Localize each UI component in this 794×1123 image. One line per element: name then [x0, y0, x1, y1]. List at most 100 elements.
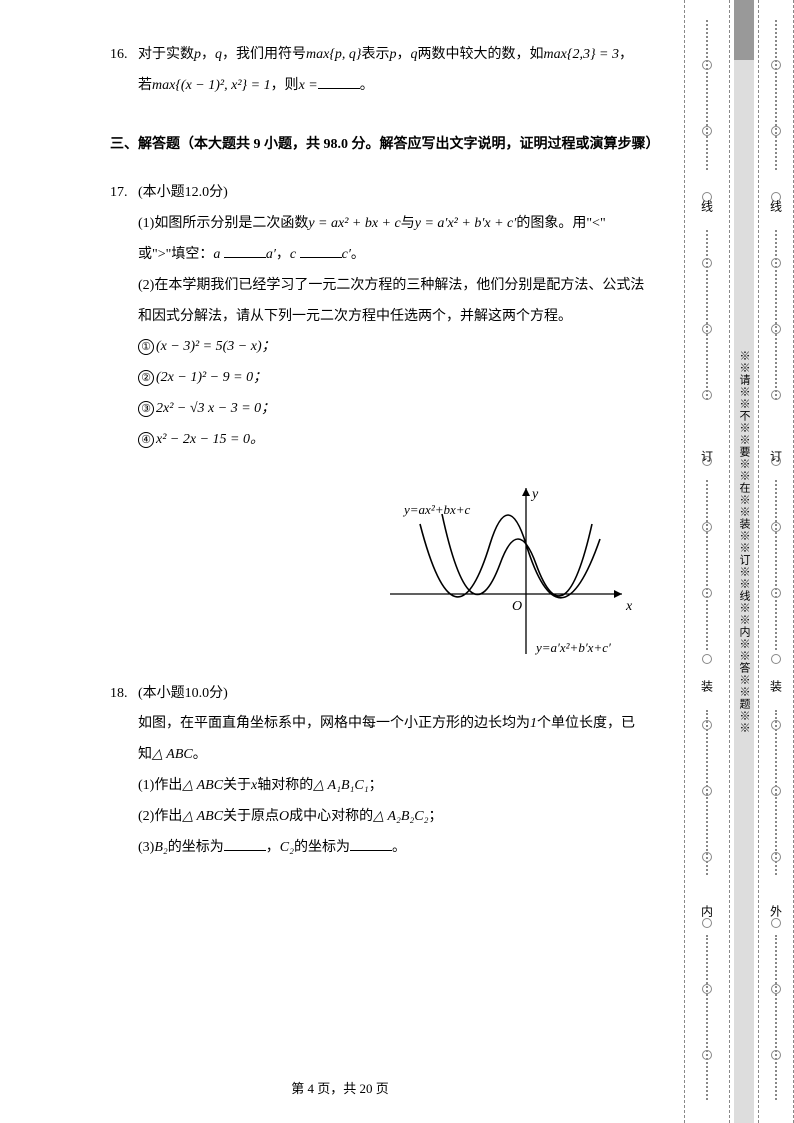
text: ， [201, 47, 215, 62]
math-q: q [411, 47, 418, 62]
page-content: 16. 对于实数p，q，我们用符号max{p, q}表示p，q两数中较大的数，如… [0, 0, 680, 1123]
blank-answer [300, 244, 342, 258]
text: 。 [351, 247, 365, 262]
math-a2b2c2: △ A₂B₂C₂ [373, 809, 428, 824]
text: ， [266, 840, 280, 855]
page-number: 第 4 页，共 20 页 [0, 1078, 680, 1097]
math-abc: △ ABC [182, 778, 223, 793]
binding-message: ※※请※※不※※要※※在※※装※※订※※线※※内※※答※※题※※ [736, 350, 752, 734]
q16-body: 对于实数p，q，我们用符号max{p, q}表示p，q两数中较大的数，如max{… [138, 40, 648, 102]
text: (1)如图所示分别是二次函数 [138, 216, 308, 231]
math-eq4: x² − 2x − 15 = 0。 [156, 432, 264, 447]
math-p: p [390, 47, 397, 62]
arrow-y-icon [522, 488, 530, 496]
text: ， [619, 47, 633, 62]
math-q: q [215, 47, 222, 62]
text: 轴对称的 [257, 778, 313, 793]
text: 。 [392, 840, 406, 855]
blank-answer [350, 837, 392, 851]
text: (3) [138, 840, 154, 855]
text: 与 [401, 216, 415, 231]
math-1: 1 [530, 716, 537, 731]
curve-2 [442, 514, 592, 596]
math-cp: c′ [342, 247, 351, 262]
label-f1: y=ax²+bx+c [402, 502, 471, 517]
q17-subtitle: (本小题12.0分) [138, 185, 228, 200]
math-O: O [279, 809, 289, 824]
text: 知 [138, 747, 152, 762]
text: ，我们用符号 [222, 47, 306, 62]
q17-body: (本小题12.0分) (1)如图所示分别是二次函数y = ax² + bx + … [138, 178, 648, 455]
graph-svg: y x O y=ax²+bx+c y=a′x²+b′x+c′ [360, 484, 640, 664]
text: 对于实数 [138, 47, 194, 62]
text: 关于 [223, 778, 251, 793]
math-c: c [290, 247, 296, 262]
label-origin: O [512, 599, 522, 614]
text: (1)作出 [138, 778, 182, 793]
question-17: 17. (本小题12.0分) (1)如图所示分别是二次函数y = ax² + b… [110, 178, 660, 455]
math-max23: max{2,3} = 3 [544, 47, 619, 62]
text: (2)作出 [138, 809, 182, 824]
math-c2: C₂ [280, 840, 294, 855]
math-y2: y = a′x² + b′x + c′ [415, 216, 517, 231]
text: 。 [193, 747, 207, 762]
binding-strip-gray: ※※请※※不※※要※※在※※装※※订※※线※※内※※答※※题※※ [734, 0, 754, 1123]
math-p: p [194, 47, 201, 62]
q18-subtitle: (本小题10.0分) [138, 686, 228, 701]
text: ； [428, 809, 442, 824]
text: 。 [360, 78, 374, 93]
q17-number: 17. [110, 178, 138, 209]
text: ； [369, 778, 383, 793]
circle-1: ① [138, 339, 154, 355]
math-eq3: 2x² − √3 x − 3 = 0； [156, 401, 275, 416]
math-b2: B₂ [154, 840, 167, 855]
label-x: x [625, 599, 633, 614]
text: 关于原点 [223, 809, 279, 824]
text: 表示 [362, 47, 390, 62]
text: 若 [138, 78, 152, 93]
math-eq1: (x − 3)² = 5(3 − x)； [156, 339, 276, 354]
parabola-graph: y x O y=ax²+bx+c y=a′x²+b′x+c′ [360, 484, 640, 669]
blank-answer [224, 244, 266, 258]
text: 的坐标为 [294, 840, 350, 855]
blank-answer [224, 837, 266, 851]
text: (2)在本学期我们已经学习了一元二次方程的三种解法，他们分别是配方法、公式法和因… [138, 278, 644, 324]
text: 两数中较大的数，如 [418, 47, 544, 62]
text: 的图象。用"<" [516, 216, 605, 231]
text: ，则 [271, 78, 299, 93]
math-a1b1c1: △ A₁B₁C₁ [313, 778, 368, 793]
binding-strip-outer: 线订装外 [758, 0, 794, 1123]
blank-answer [318, 75, 360, 89]
math-abc: △ ABC [182, 809, 223, 824]
arrow-x-icon [614, 590, 622, 598]
text: 成中心对称的 [289, 809, 373, 824]
circle-3: ③ [138, 401, 154, 417]
text: ， [397, 47, 411, 62]
math-maxpq: max{p, q} [306, 47, 362, 62]
label-f2: y=a′x²+b′x+c′ [534, 640, 611, 655]
circle-2: ② [138, 370, 154, 386]
math-maxexpr: max{(x − 1)², x²} = 1 [152, 78, 271, 93]
math-a: a [213, 247, 220, 262]
question-18: 18. (本小题10.0分) 如图，在平面直角坐标系中，网格中每一个小正方形的边… [110, 679, 660, 864]
text: 个单位长度，已 [537, 716, 635, 731]
binding-strip-inner: 线订装内 [684, 0, 730, 1123]
curve-1 [420, 515, 600, 598]
text: 如图，在平面直角坐标系中，网格中每一个小正方形的边长均为 [138, 716, 530, 731]
gray-block [734, 0, 754, 60]
section-title: 三、解答题（本大题共 9 小题，共 98.0 分。解答应写出文字说明，证明过程或… [110, 137, 660, 152]
circle-4: ④ [138, 432, 154, 448]
math-abc: △ ABC [152, 747, 193, 762]
question-16: 16. 对于实数p，q，我们用符号max{p, q}表示p，q两数中较大的数，如… [110, 40, 660, 102]
label-y: y [530, 487, 539, 502]
section-3-header: 三、解答题（本大题共 9 小题，共 98.0 分。解答应写出文字说明，证明过程或… [110, 130, 660, 161]
q18-body: (本小题10.0分) 如图，在平面直角坐标系中，网格中每一个小正方形的边长均为1… [138, 679, 648, 864]
text: ， [276, 247, 290, 262]
math-xeq: x = [299, 78, 318, 93]
math-ap: a′ [266, 247, 276, 262]
q18-number: 18. [110, 679, 138, 710]
text: 的坐标为 [168, 840, 224, 855]
q16-number: 16. [110, 40, 138, 71]
math-eq2: (2x − 1)² − 9 = 0； [156, 370, 267, 385]
math-y1: y = ax² + bx + c [308, 216, 400, 231]
